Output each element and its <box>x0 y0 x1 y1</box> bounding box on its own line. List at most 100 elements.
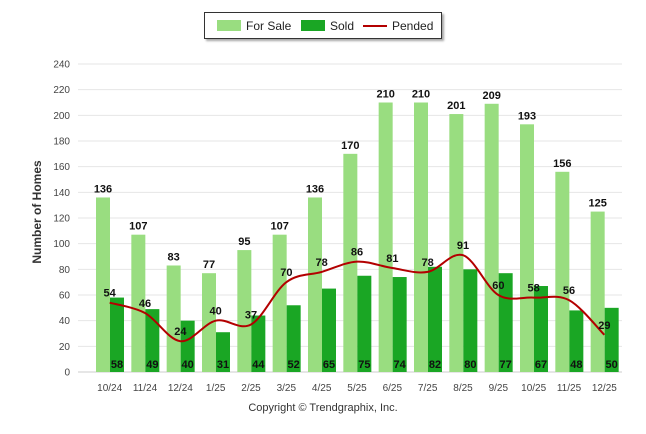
y-tick-label: 80 <box>59 265 71 276</box>
legend-label-sold: Sold <box>330 18 355 33</box>
sold-data-label: 44 <box>252 359 265 371</box>
for-sale-bar <box>272 234 287 372</box>
x-tick-label: 3/25 <box>277 383 297 394</box>
sold-data-label: 58 <box>111 359 123 371</box>
sold-data-label: 80 <box>464 359 476 371</box>
sold-data-label: 49 <box>146 359 158 371</box>
x-tick-label: 8/25 <box>453 383 473 394</box>
for-sale-bar <box>414 102 428 372</box>
sold-data-label: 67 <box>535 359 547 371</box>
y-tick-label: 200 <box>53 111 70 122</box>
for-sale-bar <box>202 273 216 372</box>
legend-item-sold[interactable]: Sold <box>301 13 354 38</box>
pended-data-label: 70 <box>280 267 292 279</box>
pended-data-label: 91 <box>457 240 469 252</box>
sold-bar <box>569 310 584 372</box>
sold-data-label: 75 <box>358 359 370 371</box>
pended-data-label: 56 <box>563 285 575 297</box>
for-sale-bar <box>308 197 322 372</box>
pended-data-label: 60 <box>492 280 504 292</box>
y-tick-label: 60 <box>59 291 71 302</box>
sold-data-label: 74 <box>394 359 407 371</box>
for-sale-data-label: 193 <box>518 110 536 122</box>
pended-line-swatch <box>363 24 387 27</box>
y-tick-label: 180 <box>53 137 70 148</box>
for-sale-data-label: 107 <box>270 221 288 233</box>
sold-bar <box>251 315 266 372</box>
y-axis-ticks: 0 20 40 60 80 100 120 140 160 180 200 220 240 <box>53 60 70 379</box>
copyright-text: Copyright © Trendgraphix, Inc. <box>248 402 398 414</box>
sold-data-label: 40 <box>182 359 194 371</box>
sold-data-label: 65 <box>323 359 335 371</box>
sold-bar <box>463 269 478 372</box>
y-tick-label: 40 <box>59 316 71 327</box>
y-tick-label: 160 <box>53 162 70 173</box>
for-sale-data-label: 125 <box>588 198 606 210</box>
x-tick-label: 12/24 <box>168 383 193 394</box>
sold-bar <box>428 266 442 372</box>
x-tick-label: 7/25 <box>418 383 438 394</box>
y-tick-label: 220 <box>53 85 70 96</box>
for-sale-bar <box>166 265 181 372</box>
x-axis-ticks: 10/24 11/24 12/24 1/25 2/25 3/25 4/25 5/25 6/25 7… <box>97 383 617 394</box>
for-sale-bar <box>590 211 605 372</box>
sold-bar <box>216 332 230 372</box>
sold-data-label: 50 <box>606 359 618 371</box>
sold-bar <box>534 286 548 372</box>
legend-label-pended: Pended <box>392 18 434 33</box>
y-axis-title: Number of Homes <box>30 160 44 264</box>
for-sale-data-label: 210 <box>412 89 430 101</box>
for-sale-data-label: 83 <box>168 251 180 263</box>
pended-data-label: 46 <box>139 298 151 310</box>
for-sale-data-label: 156 <box>553 158 571 170</box>
sold-data-label: 48 <box>570 359 582 371</box>
x-tick-label: 1/25 <box>206 383 226 394</box>
sold-bar <box>110 297 124 372</box>
sold-bar <box>286 305 301 372</box>
data-labels: 136 58 107 49 83 40 77 31 95 44 107 52 136 65 170 75 210… <box>94 89 618 372</box>
legend-label-for-sale: For Sale <box>246 18 292 33</box>
x-tick-label: 10/24 <box>97 383 122 394</box>
y-tick-label: 120 <box>53 214 70 225</box>
sold-data-label: 31 <box>217 359 229 371</box>
for-sale-bar <box>484 103 499 373</box>
pended-data-label: 58 <box>528 283 540 295</box>
y-tick-label: 0 <box>64 368 70 379</box>
legend-item-for-sale[interactable]: For Sale <box>217 13 291 38</box>
x-tick-label: 5/25 <box>347 383 367 394</box>
pended-data-label: 81 <box>386 253 398 265</box>
for-sale-bar <box>378 102 393 372</box>
sold-bar <box>357 275 372 372</box>
pended-data-label: 86 <box>351 247 363 259</box>
sold-data-label: 52 <box>288 359 300 371</box>
for-sale-bar <box>237 250 252 372</box>
legend-item-pended[interactable]: Pended <box>363 13 433 38</box>
for-sale-data-label: 136 <box>306 183 324 195</box>
y-tick-label: 20 <box>59 342 71 353</box>
y-tick-label: 240 <box>53 60 70 71</box>
sold-data-label: 82 <box>429 359 441 371</box>
sold-bar <box>604 307 619 372</box>
sold-bar <box>392 277 407 372</box>
pended-data-label: 54 <box>104 288 117 300</box>
for-sale-bar <box>131 234 146 372</box>
x-tick-label: 6/25 <box>383 383 403 394</box>
pended-data-label: 29 <box>598 320 610 332</box>
for-sale-data-label: 209 <box>482 90 500 102</box>
pended-data-label: 78 <box>422 257 434 269</box>
x-tick-label: 2/25 <box>241 383 261 394</box>
for-sale-bar <box>96 197 110 372</box>
x-tick-label: 11/24 <box>133 383 158 394</box>
for-sale-data-label: 95 <box>238 236 250 248</box>
pended-data-label: 78 <box>316 257 328 269</box>
for-sale-bar <box>449 114 464 373</box>
for-sale-bar <box>520 124 534 372</box>
for-sale-data-label: 210 <box>376 89 394 101</box>
for-sale-data-label: 201 <box>447 100 465 112</box>
for-sale-swatch <box>217 20 241 31</box>
pended-data-label: 37 <box>245 310 257 322</box>
for-sale-bar <box>555 171 570 372</box>
x-tick-label: 9/25 <box>489 383 509 394</box>
sold-swatch <box>301 20 325 31</box>
